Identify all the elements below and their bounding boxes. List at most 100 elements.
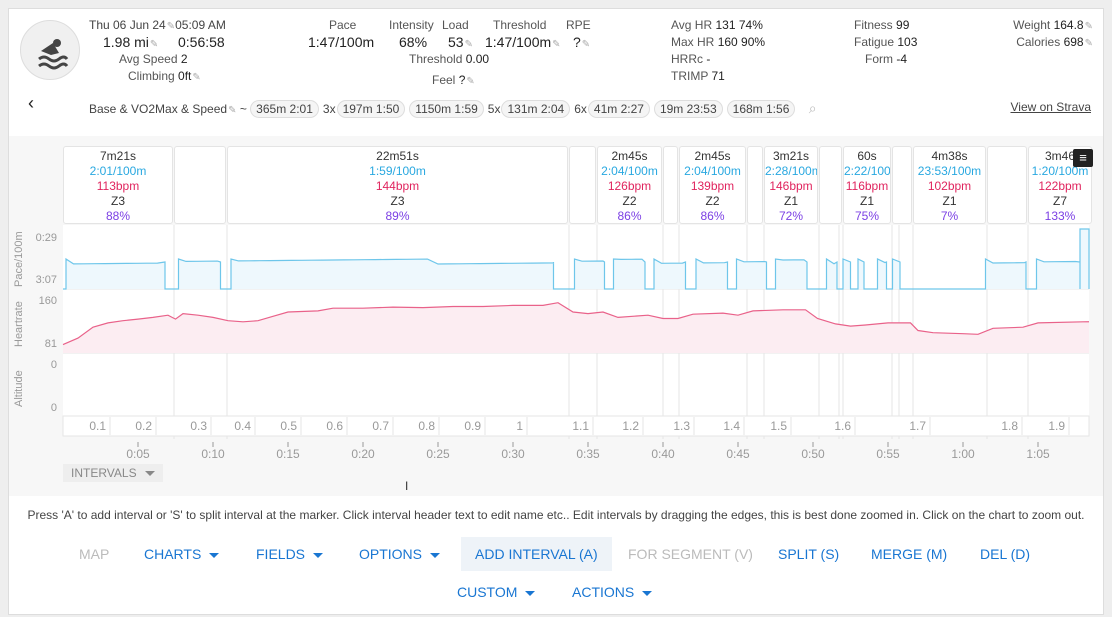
interval-header-empty[interactable] xyxy=(569,146,596,224)
date-time[interactable]: Thu 06 Jun 24✎05:09 AM xyxy=(89,18,226,32)
edit-icon[interactable]: ✎ xyxy=(1084,38,1093,49)
interval-pct: 75% xyxy=(854,209,880,223)
rpe-value[interactable]: ?✎ xyxy=(573,34,591,50)
time-tick-label: 1:00 xyxy=(951,447,975,461)
interval-hr: 113bpm xyxy=(96,179,140,193)
altitude-axis-label: Altitude xyxy=(13,370,25,407)
feel[interactable]: Feel ?✎ xyxy=(432,73,475,87)
interval-header-empty[interactable] xyxy=(747,146,763,224)
time-tick-label: 0:35 xyxy=(576,447,600,461)
edit-icon[interactable]: ✎ xyxy=(552,39,561,50)
interval-pace: 2:28/100m xyxy=(765,164,818,178)
lap-distance-label: 1.6 xyxy=(834,419,851,433)
edit-icon[interactable]: ✎ xyxy=(149,39,159,50)
interval-hr: 122bpm xyxy=(1038,179,1082,193)
activity-chart[interactable]: 0:29 3:07 160 81 0 0 0.1 0.2 0.3 0.4 0.5 0.6 0.7 0.8 0… xyxy=(9,9,1103,499)
custom-button[interactable]: CUSTOM xyxy=(443,575,549,609)
threshold-value[interactable]: 1:47/100m✎ xyxy=(485,34,561,50)
interval-chip[interactable]: 365m 2:01 xyxy=(250,100,319,118)
charts-button[interactable]: CHARTS xyxy=(130,537,233,571)
edit-icon[interactable]: ✎ xyxy=(192,72,201,83)
activity-type-avatar xyxy=(20,20,80,80)
climbing[interactable]: Climbing 0ft✎ xyxy=(128,69,201,83)
time-tick-label: 0:55 xyxy=(876,447,900,461)
merge-button[interactable]: MERGE (M) xyxy=(871,546,948,562)
interval-chip[interactable]: 41m 2:27 xyxy=(587,100,650,118)
interval-dur: 3m46 xyxy=(1044,149,1076,163)
interval-pct: 89% xyxy=(385,209,410,223)
interval-header[interactable]: 4m38s 23:53/100m 102bpm Z1 7% xyxy=(913,146,986,224)
time-tick-label: 0:10 xyxy=(201,447,225,461)
calories[interactable]: Calories 698✎ xyxy=(1016,35,1093,49)
split-button[interactable]: SPLIT (S) xyxy=(778,546,840,562)
time-tick-label: 0:50 xyxy=(801,447,825,461)
add-interval-button[interactable]: ADD INTERVAL (A) xyxy=(461,537,612,571)
edit-icon[interactable]: ✎ xyxy=(464,39,473,50)
edit-icon[interactable]: ✎ xyxy=(1084,21,1093,32)
map-button[interactable]: MAP xyxy=(79,546,110,562)
fatigue: Fatigue 103 xyxy=(854,35,918,49)
time-tick-label: 1:05 xyxy=(1026,447,1050,461)
lap-distance-label: 1.1 xyxy=(572,419,589,433)
interval-pace: 2:04/100m xyxy=(601,164,658,178)
y-tick-label: 3:07 xyxy=(36,274,57,286)
weight[interactable]: Weight 164.8✎ xyxy=(1013,18,1093,32)
interval-header[interactable]: 2m45s 2:04/100m 126bpm Z2 86% xyxy=(597,146,662,224)
delete-button[interactable]: DEL (D) xyxy=(980,546,1031,562)
heartrate-area xyxy=(63,302,1089,353)
intervals-menu[interactable]: INTERVALS xyxy=(63,464,163,482)
interval-header-empty[interactable] xyxy=(892,146,912,224)
back-chevron-icon[interactable]: ‹ xyxy=(28,93,34,113)
y-tick-label: 81 xyxy=(45,338,57,350)
edit-icon[interactable]: ✎ xyxy=(466,76,475,87)
edit-icon[interactable]: ✎ xyxy=(166,21,176,32)
interval-header[interactable]: 2m45s 2:04/100m 139bpm Z2 86% xyxy=(679,146,746,224)
interval-header[interactable]: 7m21s 2:01/100m 113bpm Z3 88% xyxy=(63,146,173,224)
swimming-icon xyxy=(38,39,69,70)
interval-chip[interactable]: 197m 1:50 xyxy=(336,100,406,118)
for-segment-button[interactable]: FOR SEGMENT (V) xyxy=(628,546,753,562)
actions-button[interactable]: ACTIONS xyxy=(558,575,666,609)
interval-header-empty[interactable] xyxy=(819,146,842,224)
lap-distance-label: 1.5 xyxy=(770,419,787,433)
lap-distance-label: 0.7 xyxy=(372,419,389,433)
interval-header-empty[interactable] xyxy=(663,146,678,224)
view-on-strava-link[interactable]: View on Strava xyxy=(1010,100,1092,114)
lap-distance-label: 1 xyxy=(516,419,523,433)
search-icon[interactable]: ⌕ xyxy=(808,100,817,116)
chart-menu-icon[interactable]: ≡ xyxy=(1073,149,1093,167)
interval-header[interactable]: 3m21s 2:28/100m 146bpm Z1 72% xyxy=(764,146,818,224)
interval-header-empty[interactable] xyxy=(174,146,226,224)
hrrc: HRRc - xyxy=(671,52,711,66)
interval-chip[interactable]: 19m 23:53 xyxy=(653,100,723,118)
interval-zone: Z7 xyxy=(1052,194,1067,208)
interval-hr: 116bpm xyxy=(845,179,889,193)
interval-chip[interactable]: 131m 2:04 xyxy=(501,100,571,118)
interval-dur: 2m45s xyxy=(611,149,648,163)
pace-line xyxy=(63,228,1090,290)
interval-hr: 144bpm xyxy=(375,179,420,193)
interval-header-empty[interactable] xyxy=(987,146,1027,224)
interval-pace: 1:59/100m xyxy=(369,164,426,178)
interval-header[interactable]: 22m51s 1:59/100m 144bpm Z3 89% xyxy=(227,146,568,224)
options-button[interactable]: OPTIONS xyxy=(345,537,454,571)
fields-button[interactable]: FIELDS xyxy=(242,537,337,571)
interval-zone: Z2 xyxy=(705,194,720,208)
lap-distance-label: 0.5 xyxy=(280,419,297,433)
load-value[interactable]: 53✎ xyxy=(448,34,473,50)
lap-distance-label: 0.4 xyxy=(234,419,251,433)
text-cursor: I xyxy=(405,479,409,493)
interval-chip[interactable]: 168m 1:56 xyxy=(726,100,796,118)
rpe-label: RPE xyxy=(566,18,591,32)
distance[interactable]: 1.98 mi✎ xyxy=(103,34,159,50)
edit-icon[interactable]: ✎ xyxy=(228,105,237,116)
pace-value: 1:47/100m xyxy=(308,34,375,50)
interval-chip[interactable]: 1150m 1:59 xyxy=(409,100,484,118)
interval-zone: Z3 xyxy=(390,194,405,208)
edit-icon[interactable]: ✎ xyxy=(581,39,591,50)
interval-pct: 72% xyxy=(778,209,804,223)
workout-name[interactable]: Base & VO2Max & Speed xyxy=(89,102,228,116)
interval-dur: 7m21s xyxy=(99,149,137,163)
interval-pct: 86% xyxy=(700,209,725,223)
